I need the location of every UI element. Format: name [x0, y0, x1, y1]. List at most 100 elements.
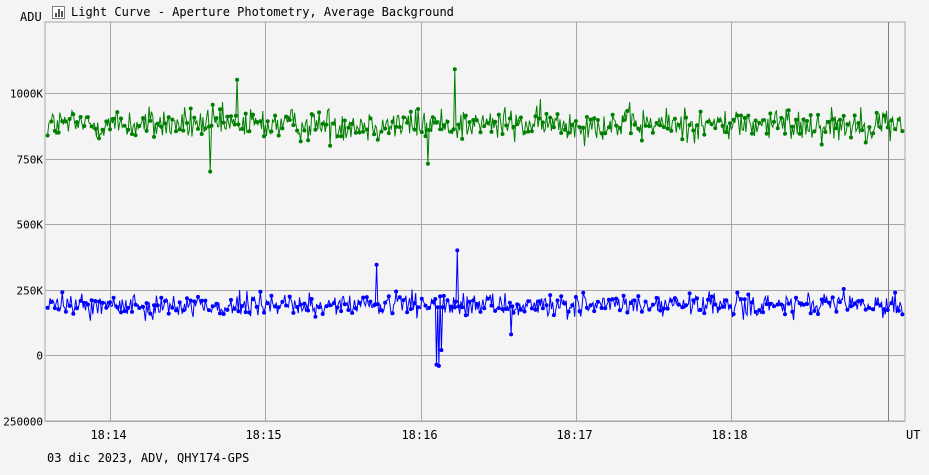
- data-point: [863, 140, 868, 145]
- data-point: [838, 300, 842, 305]
- data-point: [893, 127, 898, 132]
- data-point: [339, 309, 344, 314]
- data-point: [119, 116, 123, 121]
- data-point: [672, 296, 677, 301]
- data-point: [706, 119, 710, 124]
- data-point: [339, 134, 344, 139]
- data-point: [658, 308, 663, 313]
- data-point: [159, 124, 164, 129]
- data-point: [375, 302, 380, 307]
- data-point: [243, 111, 248, 116]
- data-point: [665, 306, 670, 311]
- data-point: [500, 132, 505, 136]
- data-point: [581, 125, 586, 130]
- data-point: [235, 77, 240, 82]
- data-point: [214, 116, 219, 121]
- data-point: [174, 129, 178, 134]
- data-point: [71, 311, 76, 316]
- data-point: [291, 310, 296, 315]
- data-point: [254, 304, 259, 309]
- data-point: [122, 123, 127, 128]
- data-point: [742, 297, 747, 302]
- data-point: [82, 300, 87, 305]
- data-point: [405, 120, 410, 125]
- data-point: [731, 312, 736, 317]
- data-point: [394, 124, 399, 129]
- data-point: [85, 115, 90, 120]
- data-point: [181, 128, 186, 133]
- data-point: [159, 295, 164, 300]
- x-tick-label: 18:16: [401, 428, 437, 442]
- data-point: [71, 112, 76, 117]
- data-point: [636, 294, 641, 299]
- data-point: [449, 304, 454, 309]
- data-point: [108, 300, 112, 305]
- data-point: [397, 125, 402, 129]
- data-point: [166, 115, 171, 120]
- data-point: [834, 126, 839, 131]
- data-point: [372, 132, 377, 137]
- data-point: [628, 301, 633, 305]
- data-point: [295, 305, 300, 309]
- data-point: [163, 121, 167, 126]
- data-point: [306, 308, 311, 313]
- data-point: [742, 115, 747, 120]
- data-point: [434, 120, 439, 125]
- data-point: [74, 120, 79, 125]
- data-point: [614, 123, 619, 128]
- data-point: [518, 307, 523, 312]
- data-point: [126, 127, 131, 132]
- data-point: [577, 125, 582, 130]
- data-point: [838, 117, 842, 122]
- data-point: [654, 295, 659, 300]
- data-point: [122, 309, 127, 314]
- data-point: [485, 296, 490, 301]
- y-tick-label: 250K: [17, 285, 44, 298]
- data-point: [540, 306, 545, 311]
- data-point: [610, 297, 615, 302]
- data-point: [717, 118, 721, 123]
- data-point: [163, 299, 167, 304]
- data-point: [783, 131, 787, 136]
- data-point: [834, 309, 839, 314]
- data-point: [115, 305, 120, 310]
- data-point: [100, 127, 105, 132]
- data-point: [566, 309, 571, 314]
- data-point: [177, 300, 182, 305]
- data-point: [559, 131, 564, 135]
- data-point: [702, 132, 707, 137]
- chart-title-bar: Light Curve - Aperture Photometry, Avera…: [52, 4, 454, 20]
- data-point: [768, 301, 773, 306]
- data-point: [210, 102, 215, 107]
- data-point: [860, 298, 865, 303]
- data-point: [100, 300, 105, 305]
- data-point: [364, 295, 369, 300]
- data-point: [816, 312, 820, 316]
- data-point: [849, 135, 853, 140]
- data-point: [819, 142, 824, 147]
- data-point: [452, 67, 457, 72]
- data-point: [452, 305, 457, 310]
- data-point: [797, 131, 802, 136]
- data-point: [199, 132, 204, 136]
- data-point: [258, 289, 263, 294]
- data-point: [680, 305, 685, 310]
- data-point: [155, 303, 160, 308]
- chart-icon[interactable]: [52, 5, 65, 19]
- data-point: [827, 119, 831, 124]
- data-point: [474, 301, 479, 306]
- data-point: [225, 307, 230, 312]
- data-point: [661, 125, 666, 130]
- data-point: [218, 107, 222, 112]
- data-point: [841, 113, 846, 118]
- data-point: [364, 127, 369, 132]
- data-point: [573, 119, 578, 124]
- data-point: [423, 134, 428, 139]
- data-point: [126, 305, 131, 310]
- data-point: [460, 305, 465, 310]
- data-point: [419, 296, 424, 301]
- data-point: [794, 117, 798, 122]
- data-point: [533, 114, 538, 119]
- data-point: [313, 314, 318, 319]
